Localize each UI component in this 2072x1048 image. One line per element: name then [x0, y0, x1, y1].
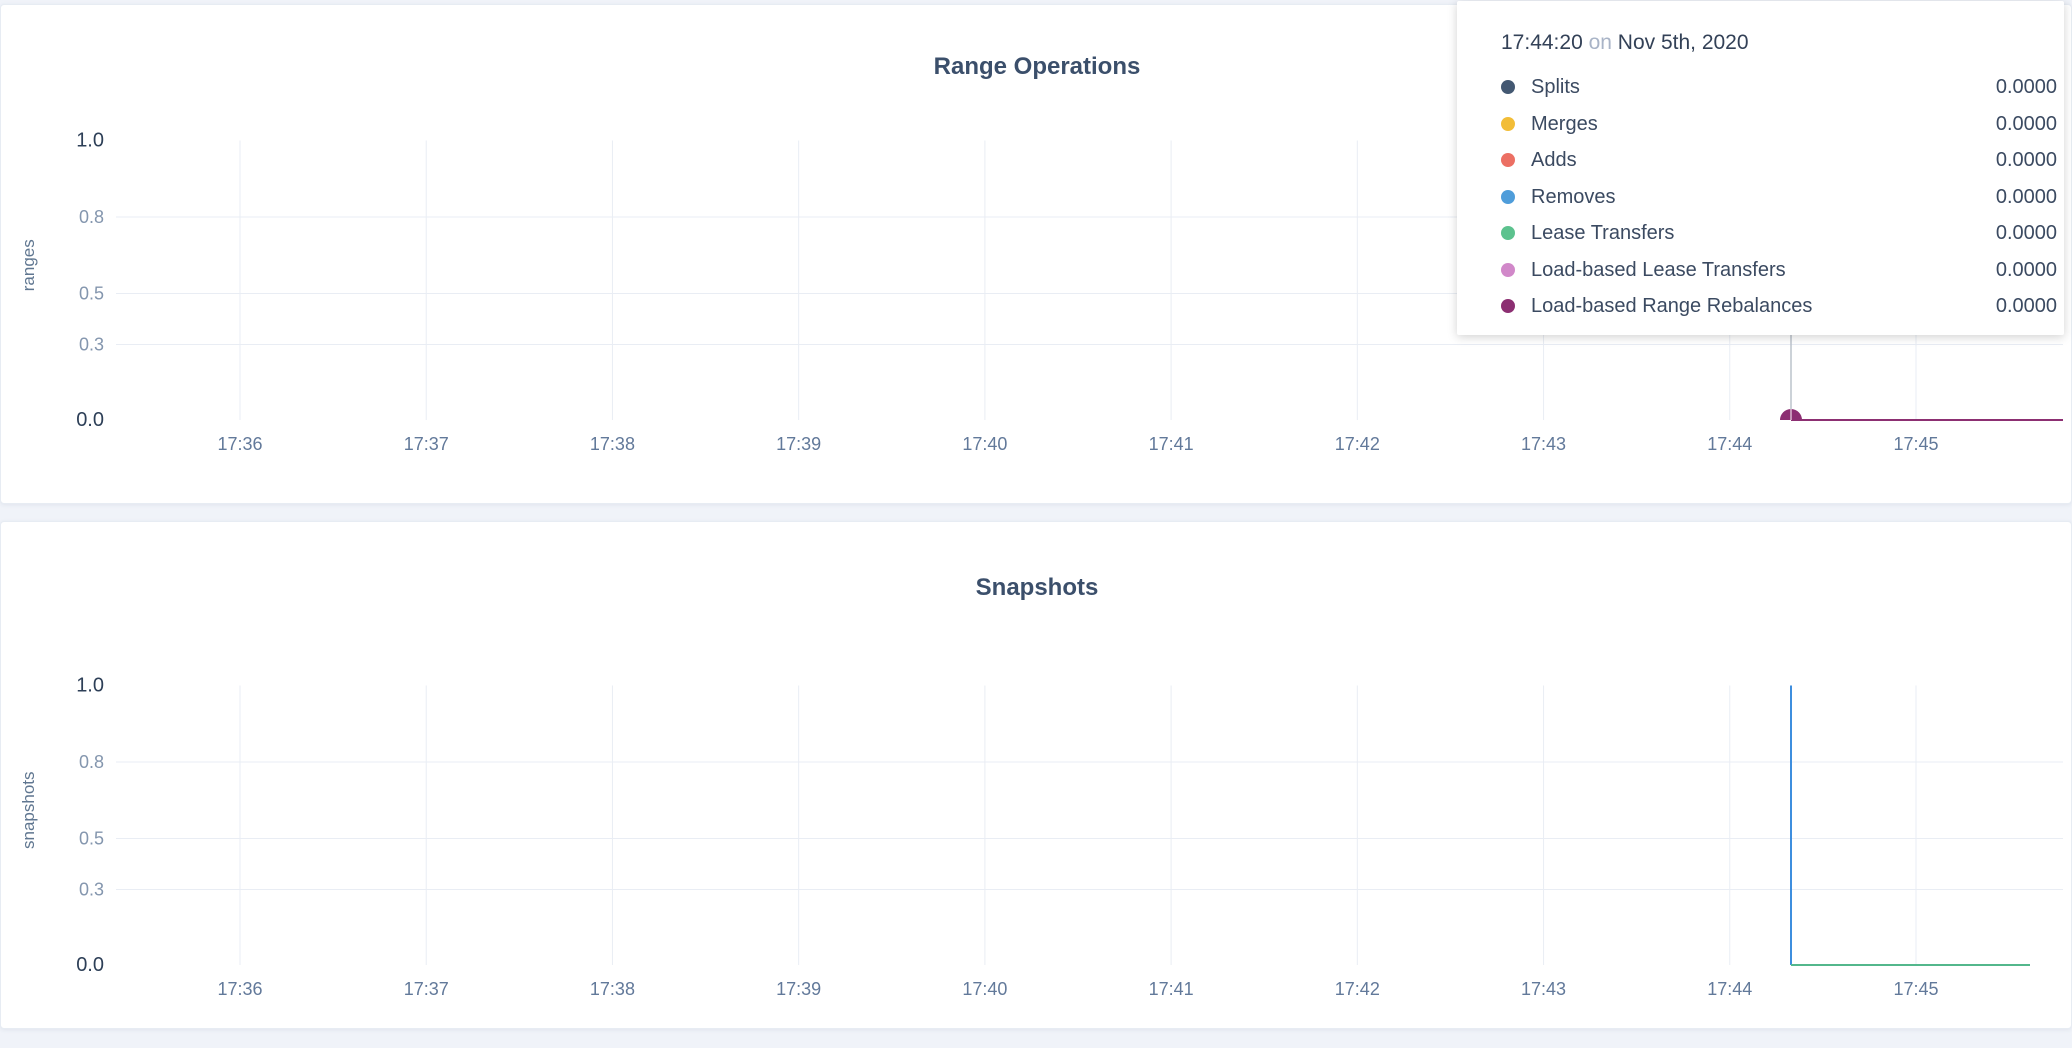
svg-text:17:40: 17:40: [962, 434, 1007, 454]
svg-text:17:42: 17:42: [1335, 434, 1380, 454]
svg-text:17:39: 17:39: [776, 434, 821, 454]
svg-text:17:36: 17:36: [217, 979, 262, 999]
svg-text:17:37: 17:37: [404, 979, 449, 999]
svg-text:17:38: 17:38: [590, 434, 635, 454]
svg-text:ranges: ranges: [19, 239, 38, 291]
svg-text:snapshots: snapshots: [19, 772, 38, 850]
svg-text:17:36: 17:36: [217, 434, 262, 454]
svg-text:0.3: 0.3: [79, 880, 104, 900]
svg-text:17:44: 17:44: [1707, 434, 1752, 454]
svg-text:17:45: 17:45: [1893, 434, 1938, 454]
svg-text:0.5: 0.5: [79, 284, 104, 304]
svg-text:17:38: 17:38: [590, 979, 635, 999]
svg-text:17:45: 17:45: [1893, 979, 1938, 999]
svg-text:17:41: 17:41: [1149, 979, 1194, 999]
svg-text:17:40: 17:40: [962, 979, 1007, 999]
svg-text:0.8: 0.8: [79, 207, 104, 227]
svg-text:17:37: 17:37: [404, 434, 449, 454]
svg-text:0.5: 0.5: [79, 829, 104, 849]
svg-text:17:41: 17:41: [1149, 434, 1194, 454]
svg-text:0.3: 0.3: [79, 335, 104, 355]
svg-text:1.0: 1.0: [76, 130, 104, 152]
svg-text:17:39: 17:39: [776, 979, 821, 999]
svg-text:1.0: 1.0: [76, 675, 104, 697]
svg-text:17:42: 17:42: [1335, 979, 1380, 999]
svg-text:17:43: 17:43: [1521, 979, 1566, 999]
svg-text:0.8: 0.8: [79, 752, 104, 772]
svg-text:0.0: 0.0: [76, 954, 104, 976]
svg-text:0.0: 0.0: [76, 409, 104, 431]
svg-text:17:44: 17:44: [1707, 979, 1752, 999]
svg-text:17:43: 17:43: [1521, 434, 1566, 454]
